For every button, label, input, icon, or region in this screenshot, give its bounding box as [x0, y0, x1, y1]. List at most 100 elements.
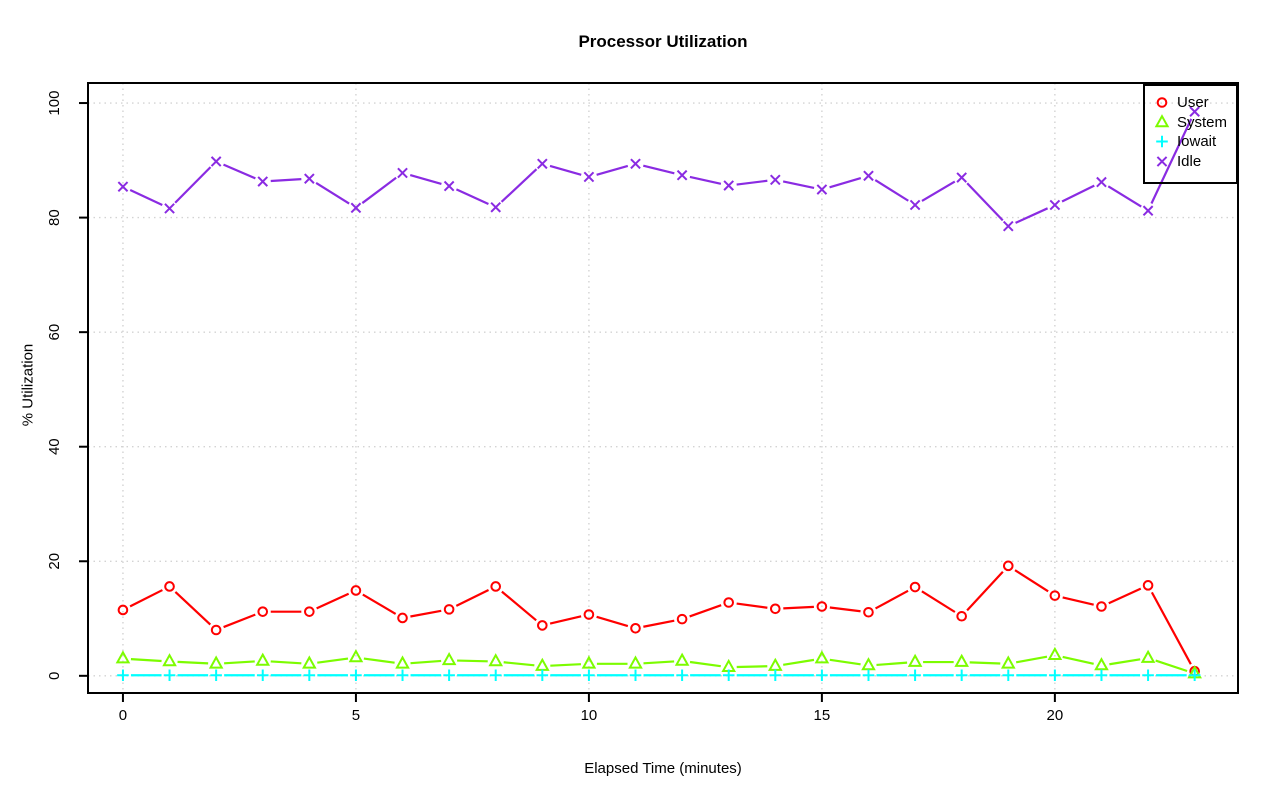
series-line-segment: [223, 613, 256, 629]
legend-item-user: User: [1152, 93, 1236, 113]
series-marker-triangle: [348, 649, 364, 663]
series-marker-x: [909, 199, 921, 211]
series-line-segment: [643, 164, 675, 175]
series-marker-plus: [1049, 669, 1061, 682]
series-marker-circle: [350, 585, 362, 596]
series-line-segment: [455, 589, 490, 607]
series-marker-plus: [909, 669, 921, 682]
series-marker-plus: [1002, 669, 1015, 682]
series-marker-circle: [1049, 590, 1061, 601]
series-marker-triangle: [814, 650, 830, 664]
series-line-segment: [782, 180, 815, 189]
series-marker-plus: [256, 669, 269, 682]
legend-marker-system-icon: [1154, 113, 1170, 128]
series-marker-plus: [536, 669, 549, 682]
series-marker-triangle: [1000, 655, 1016, 669]
series-line-segment: [224, 660, 255, 665]
series-marker-circle: [117, 604, 129, 616]
series-line-segment: [643, 660, 675, 665]
series-marker-circle: [769, 603, 781, 615]
series-marker-x: [583, 171, 595, 183]
series-marker-circle: [723, 597, 735, 608]
series-marker-plus: [303, 669, 316, 682]
series-line-segment: [829, 176, 862, 189]
series-marker-circle: [537, 620, 548, 631]
series-line-segment: [362, 593, 397, 615]
series-line-segment: [174, 591, 212, 626]
legend-marker-iowait-icon: [1156, 135, 1168, 148]
series-line-segment: [736, 179, 768, 186]
series-line-segment: [1015, 207, 1049, 224]
series-line-segment: [1015, 655, 1048, 664]
series-line-segment: [316, 592, 350, 610]
series-line-segment: [503, 661, 535, 667]
x-tick-label: 10: [581, 707, 598, 724]
series-marker-triangle: [162, 653, 177, 667]
x-tick-label: 0: [119, 707, 127, 724]
plot-border: [87, 82, 1239, 694]
series-marker-x: [1049, 199, 1061, 211]
series-marker-triangle: [535, 657, 550, 671]
series-line-segment: [177, 660, 209, 665]
series-marker-x: [816, 184, 828, 195]
series-marker-triangle: [488, 653, 504, 667]
series-marker-circle: [1002, 560, 1014, 572]
series-marker-circle: [490, 581, 502, 592]
series-line-segment: [410, 609, 442, 618]
series-marker-plus: [816, 669, 828, 682]
series-marker-circle: [909, 581, 921, 593]
series-line-segment: [966, 182, 1004, 222]
series-marker-x: [490, 201, 502, 213]
series-marker-plus: [955, 669, 968, 682]
legend-label-idle: Idle: [1177, 152, 1202, 170]
series-marker-plus: [350, 669, 362, 682]
series-line-segment: [596, 164, 629, 176]
series-marker-circle: [583, 609, 595, 620]
series-line-segment: [829, 606, 861, 613]
series-line-segment: [921, 180, 956, 202]
series-line-segment: [875, 589, 909, 610]
series-marker-triangle: [767, 657, 783, 671]
series-marker-x: [443, 180, 455, 192]
series-line-segment: [174, 166, 212, 204]
series-line-segment: [1014, 569, 1049, 593]
series-marker-circle: [164, 581, 175, 592]
series-marker-x: [117, 181, 129, 192]
series-line-segment: [1150, 118, 1193, 204]
legend-item-system: System: [1152, 113, 1236, 133]
series-line-segment: [874, 179, 909, 202]
series-line-segment: [736, 665, 768, 669]
series-line-segment: [223, 163, 256, 180]
series-line-segment: [270, 178, 302, 183]
series-marker-plus: [489, 669, 502, 682]
series-line-segment: [969, 661, 1001, 665]
series-marker-circle: [257, 606, 269, 617]
series-marker-circle: [443, 604, 455, 615]
series-system: [115, 646, 1202, 679]
series-marker-x: [630, 158, 641, 170]
series-line-segment: [501, 590, 537, 622]
series-marker-triangle: [1140, 649, 1156, 663]
series-marker-triangle: [115, 650, 131, 664]
series-marker-plus: [862, 669, 875, 682]
y-tick-label: 40: [46, 438, 63, 455]
series-marker-plus: [117, 669, 129, 682]
series-marker-triangle: [907, 653, 923, 667]
series-line-segment: [1109, 658, 1141, 666]
series-line-segment: [921, 590, 956, 613]
series-idle: [117, 106, 1200, 232]
series-line-segment: [129, 189, 163, 207]
series-marker-x: [769, 174, 781, 186]
series-marker-plus: [769, 669, 782, 682]
series-marker-plus: [210, 669, 222, 682]
series-line-segment: [409, 174, 442, 185]
series-marker-triangle: [861, 657, 876, 671]
series-marker-x: [397, 167, 408, 179]
series-marker-circle: [210, 624, 222, 636]
series-line-segment: [689, 604, 722, 618]
series-marker-triangle: [674, 652, 690, 666]
series-marker-x: [164, 203, 175, 214]
legend-label-user: User: [1177, 94, 1209, 112]
